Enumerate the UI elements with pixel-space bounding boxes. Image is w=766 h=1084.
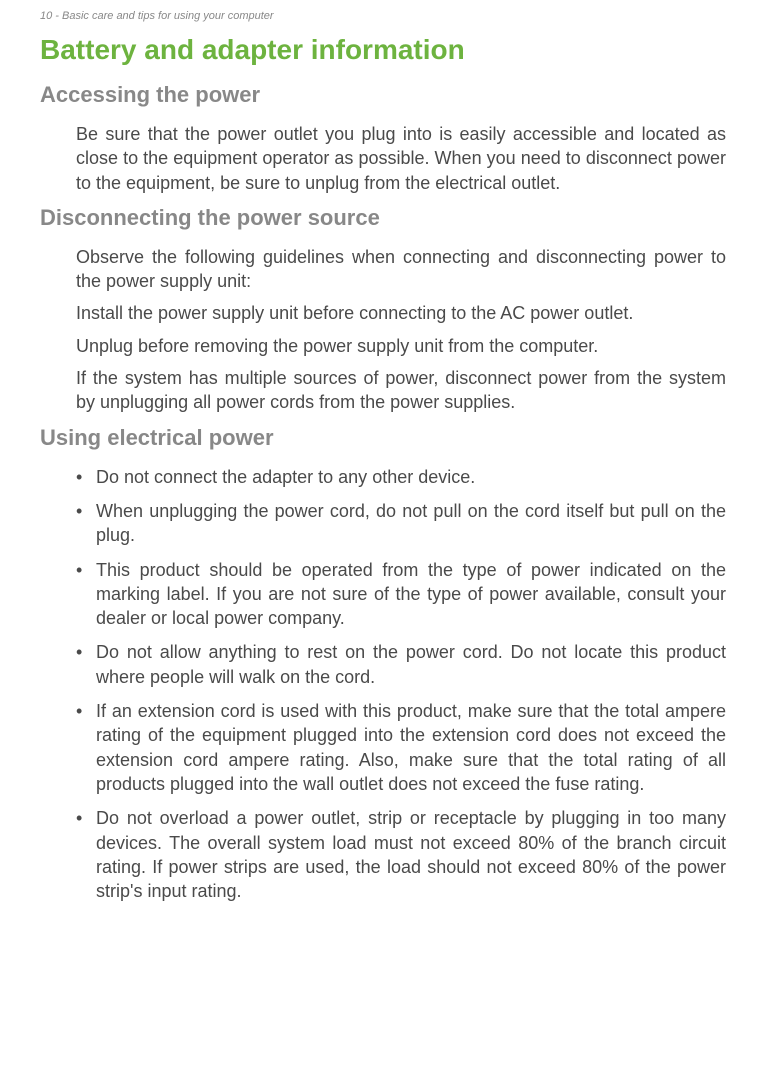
paragraph: Be sure that the power outlet you plug i… — [76, 122, 726, 195]
list-item: If an extension cord is used with this p… — [76, 699, 726, 796]
page-header: 10 - Basic care and tips for using your … — [40, 10, 726, 22]
list-item: Do not connect the adapter to any other … — [76, 465, 726, 489]
list-item: Do not overload a power outlet, strip or… — [76, 806, 726, 903]
header-separator: - — [52, 10, 62, 22]
section-title-disconnecting: Disconnecting the power source — [40, 205, 726, 231]
section-title-using-power: Using electrical power — [40, 425, 726, 451]
bullet-list: Do not connect the adapter to any other … — [76, 465, 726, 904]
main-title: Battery and adapter information — [40, 34, 726, 66]
list-item: Do not allow anything to rest on the pow… — [76, 640, 726, 689]
section-title-accessing-power: Accessing the power — [40, 82, 726, 108]
paragraph: If the system has multiple sources of po… — [76, 366, 726, 415]
paragraph: Install the power supply unit before con… — [76, 301, 726, 325]
paragraph: Unplug before removing the power supply … — [76, 334, 726, 358]
section-name: Basic care and tips for using your compu… — [62, 10, 274, 22]
list-item: When unplugging the power cord, do not p… — [76, 499, 726, 548]
page-number: 10 — [40, 10, 52, 22]
list-item: This product should be operated from the… — [76, 558, 726, 631]
paragraph: Observe the following guidelines when co… — [76, 245, 726, 294]
